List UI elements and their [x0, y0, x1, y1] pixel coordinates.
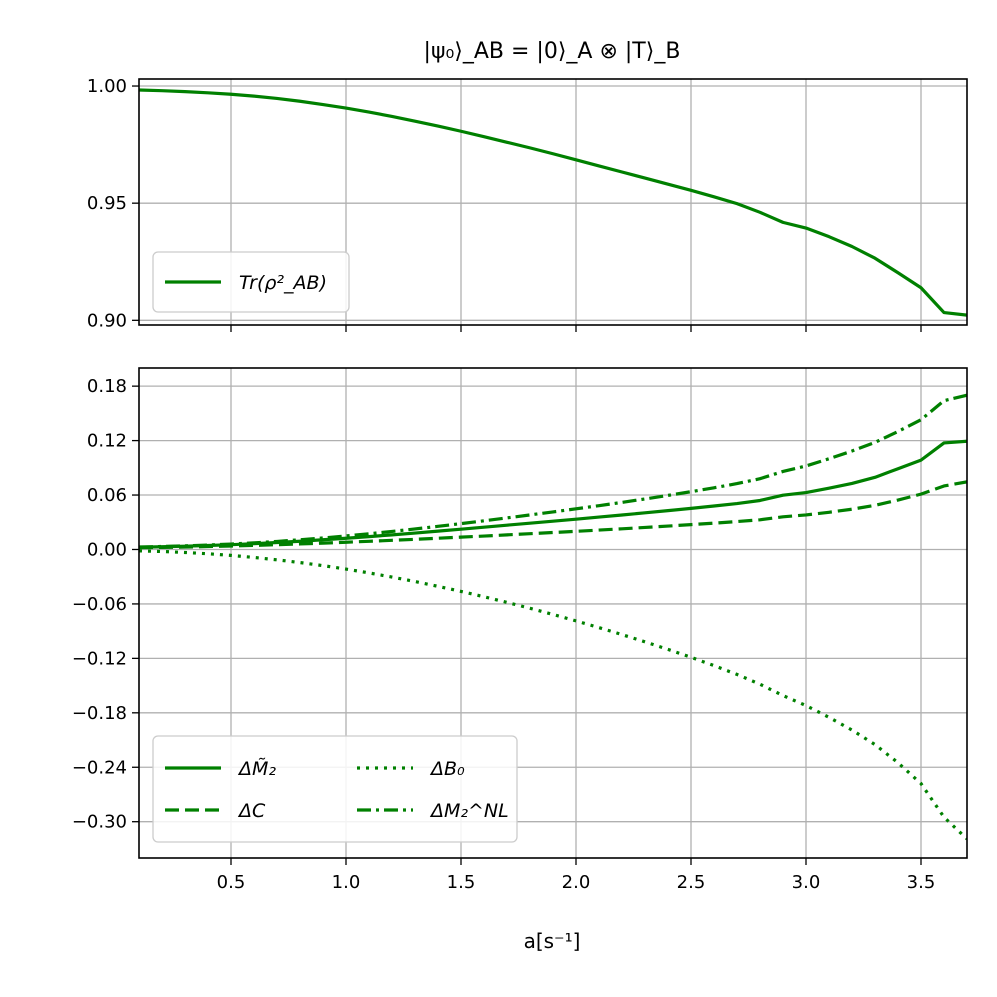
- bottom-panel-series: [139, 393, 967, 841]
- y-tick-label: 0.95: [87, 193, 127, 214]
- x-tick-label: 2.5: [677, 872, 706, 893]
- x-tick-label: 1.0: [332, 872, 361, 893]
- y-tick-label: 0.00: [87, 539, 127, 560]
- x-tick-label: 1.5: [447, 872, 476, 893]
- series-line-bot-3: [139, 393, 967, 549]
- x-tick-label: 2.0: [562, 872, 591, 893]
- legend-box: [152, 251, 350, 313]
- bottom-panel: 0.5 1.0 1.5 2.0 2.5 3.0 3.5 0.18 0.12 0.06 0.00 −0.…: [72, 367, 968, 893]
- y-tick-label: −0.12: [72, 648, 127, 669]
- x-tick-label: 3.5: [907, 872, 936, 893]
- y-tick-label: 1.00: [87, 76, 127, 97]
- legend-label: ΔB₀: [429, 758, 465, 780]
- legend-label: ΔM₂^NL: [429, 800, 509, 822]
- bottom-panel-ticks: 0.5 1.0 1.5 2.0 2.5 3.0 3.5 0.18 0.12 0.06 0.00 −0.…: [72, 376, 935, 893]
- top-panel-frame: [138, 78, 968, 326]
- bottom-panel-grid: [139, 368, 967, 858]
- legend-label: Tr(ρ²_AB): [239, 272, 327, 294]
- bottom-panel-legend: ΔM̃₂ ΔC ΔB₀ ΔM₂^NL: [152, 735, 518, 843]
- x-axis-label: a[s⁻¹]: [524, 929, 581, 953]
- y-tick-label: −0.24: [72, 757, 127, 778]
- x-tick-label: 0.5: [217, 872, 246, 893]
- top-panel-grid: [139, 79, 967, 325]
- chart-title: |ψ₀⟩_AB = |0⟩_A ⊗ |T⟩_B: [424, 39, 681, 64]
- top-panel: 0.90 0.95 1.00 Tr(ρ²_AB): [87, 76, 968, 332]
- series-line-bot-1: [139, 480, 967, 550]
- top-panel-ticks: 0.90 0.95 1.00: [87, 76, 922, 332]
- top-panel-legend: Tr(ρ²_AB): [152, 251, 350, 313]
- y-tick-label: 0.06: [87, 485, 127, 506]
- legend-box: [152, 735, 518, 843]
- legend-label: ΔC: [237, 800, 266, 822]
- bottom-panel-frame: [138, 367, 968, 859]
- y-tick-label: −0.06: [72, 594, 127, 615]
- y-tick-label: −0.18: [72, 703, 127, 724]
- legend-label: ΔM̃₂: [237, 758, 276, 780]
- y-tick-label: 0.18: [87, 376, 127, 397]
- y-tick-label: 0.90: [87, 310, 127, 331]
- top-panel-series: [139, 88, 967, 317]
- y-tick-label: 0.12: [87, 431, 127, 452]
- series-line-top-0: [139, 88, 967, 317]
- y-tick-label: −0.30: [72, 812, 127, 833]
- x-tick-label: 3.0: [792, 872, 821, 893]
